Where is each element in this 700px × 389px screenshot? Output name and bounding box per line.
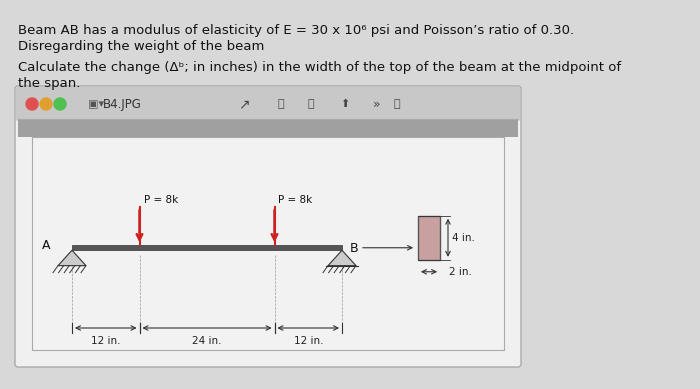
Text: B4.JPG: B4.JPG <box>103 98 142 110</box>
Text: 🔍: 🔍 <box>393 99 400 109</box>
Circle shape <box>54 98 66 110</box>
Polygon shape <box>58 250 86 266</box>
Text: 🔍: 🔍 <box>308 99 314 109</box>
Bar <box>32 137 504 350</box>
Text: »: » <box>373 98 381 110</box>
Text: 24 in.: 24 in. <box>193 336 222 346</box>
FancyBboxPatch shape <box>16 87 520 121</box>
FancyBboxPatch shape <box>15 86 521 367</box>
Text: P = 8k: P = 8k <box>279 195 313 205</box>
Polygon shape <box>328 250 356 266</box>
Text: 12 in.: 12 in. <box>293 336 323 346</box>
Text: the span.: the span. <box>18 77 80 90</box>
Text: P = 8k: P = 8k <box>144 195 178 205</box>
Text: B: B <box>350 242 358 255</box>
Text: Beam AB has a modulus of elasticity of E = 30 x 10⁶ psi and Poisson’s ratio of 0: Beam AB has a modulus of elasticity of E… <box>18 24 574 37</box>
Text: ↗: ↗ <box>238 97 250 111</box>
Text: 2 in.: 2 in. <box>449 267 472 277</box>
Bar <box>418 216 440 260</box>
Text: ▣▾: ▣▾ <box>88 99 104 109</box>
Text: 🔍: 🔍 <box>278 99 285 109</box>
Text: A: A <box>41 239 50 252</box>
Text: 4 in.: 4 in. <box>452 233 475 243</box>
Circle shape <box>26 98 38 110</box>
Circle shape <box>40 98 52 110</box>
Text: Disregarding the weight of the beam: Disregarding the weight of the beam <box>18 40 265 53</box>
Bar <box>18 119 518 137</box>
Text: Calculate the change (Δᵇ; in inches) in the width of the top of the beam at the : Calculate the change (Δᵇ; in inches) in … <box>18 61 621 74</box>
Text: 12 in.: 12 in. <box>91 336 120 346</box>
Bar <box>72 245 342 250</box>
Text: ⬆: ⬆ <box>340 99 349 109</box>
